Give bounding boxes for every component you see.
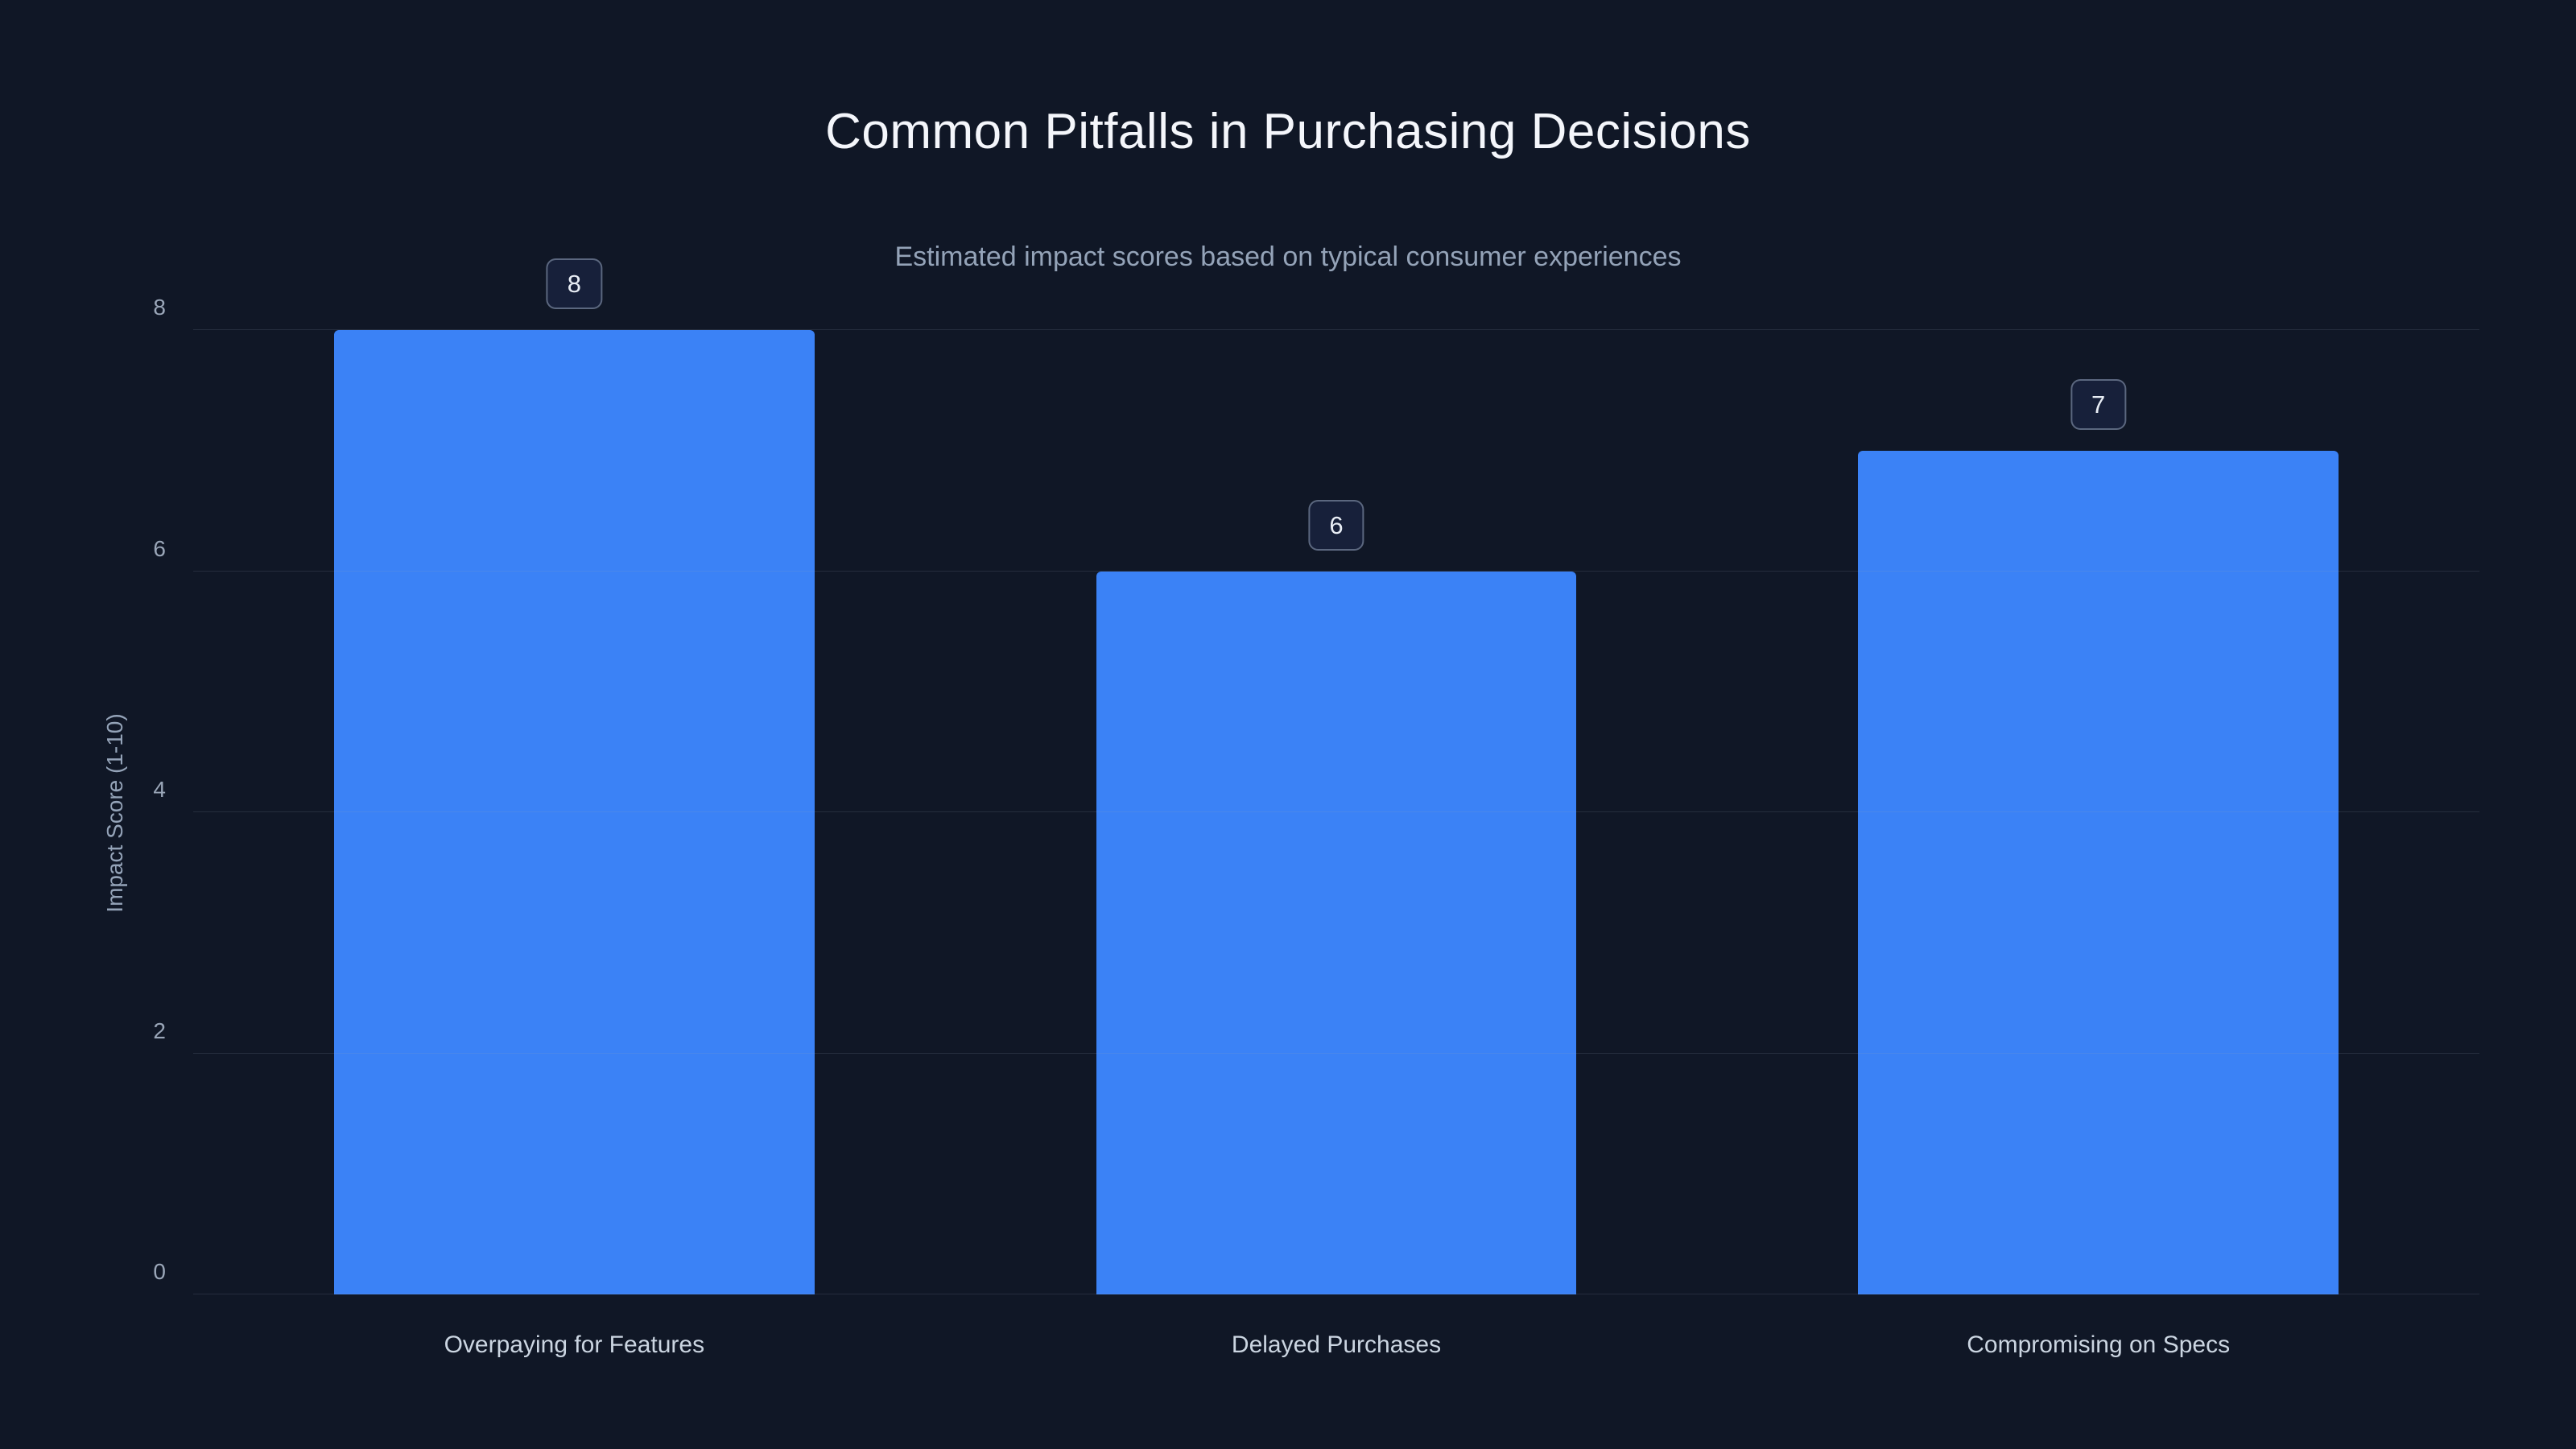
bar-column: 8 Overpaying for Features bbox=[193, 258, 956, 1358]
plot-area: 8 Overpaying for Features 6 Delayed Purchas… bbox=[153, 258, 2479, 1358]
gridline bbox=[193, 329, 2479, 330]
y-tick-label: 2 bbox=[153, 1018, 166, 1043]
gridline bbox=[193, 811, 2479, 812]
y-tick-label: 6 bbox=[153, 535, 166, 561]
x-axis-label: Overpaying for Features bbox=[444, 1331, 705, 1358]
chart-title: Common Pitfalls in Purchasing Decisions bbox=[825, 104, 1751, 159]
y-tick-label: 4 bbox=[153, 777, 166, 802]
y-tick-label: 0 bbox=[153, 1259, 166, 1284]
value-label: 8 bbox=[546, 258, 602, 309]
x-axis-label: Delayed Purchases bbox=[1231, 1331, 1442, 1358]
gridline bbox=[193, 1052, 2479, 1054]
chart-subtitle: Estimated impact scores based on typical… bbox=[894, 242, 1682, 272]
value-label: 6 bbox=[1308, 499, 1364, 551]
bar bbox=[1096, 571, 1577, 1294]
y-axis-title: Impact Score (1-10) bbox=[102, 713, 127, 913]
x-axis-label: Compromising on Specs bbox=[1967, 1331, 2231, 1358]
bar-column: 7 Compromising on Specs bbox=[1717, 330, 2479, 1358]
gridline bbox=[193, 570, 2479, 572]
bar-column: 6 Delayed Purchases bbox=[956, 330, 1718, 1358]
bar bbox=[334, 330, 815, 1294]
bars-row: 8 Overpaying for Features 6 Delayed Purchas… bbox=[193, 258, 2479, 1358]
y-tick-label: 8 bbox=[153, 295, 166, 320]
value-label: 7 bbox=[2070, 378, 2127, 430]
bar bbox=[1858, 450, 2339, 1294]
